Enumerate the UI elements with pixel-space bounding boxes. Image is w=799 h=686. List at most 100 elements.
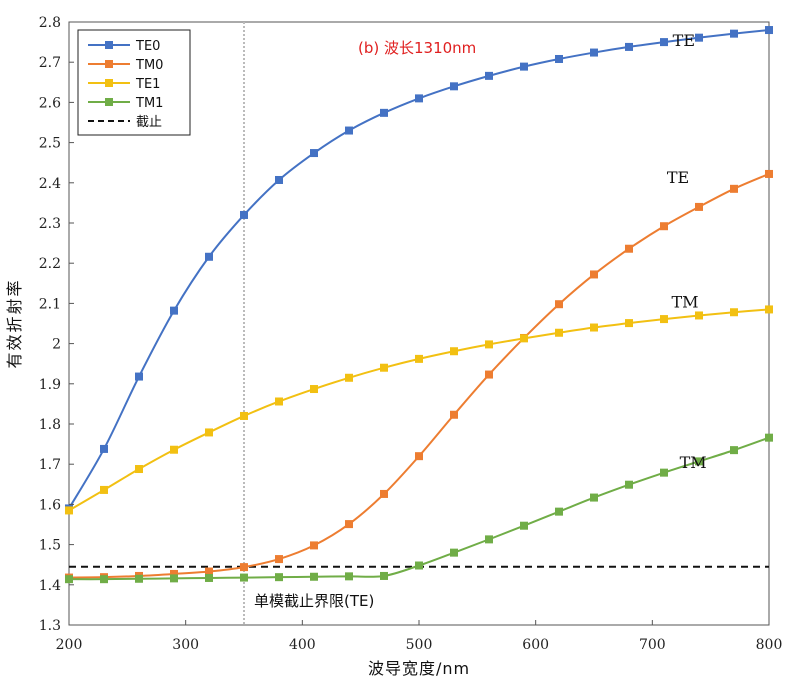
data-point-tm1 — [170, 574, 178, 583]
data-point-te1 — [240, 411, 248, 420]
data-point-tm1 — [65, 575, 73, 584]
legend-label: TE1 — [135, 77, 160, 92]
x-axis-label: 波导宽度/nm — [368, 659, 470, 678]
data-point-te0 — [450, 82, 458, 91]
data-point-te1 — [450, 347, 458, 356]
data-point-tm1 — [380, 571, 388, 580]
data-point-tm1 — [485, 535, 493, 544]
data-point-te0 — [415, 94, 423, 103]
data-point-tm0 — [730, 184, 738, 193]
legend-marker — [105, 98, 113, 106]
data-point-tm1 — [555, 507, 563, 516]
data-point-te1 — [205, 428, 213, 437]
y-tick-label: 2.1 — [39, 296, 61, 312]
single-mode-boundary-label: 单模截止界限(TE) — [254, 592, 374, 610]
y-tick-label: 1.3 — [39, 618, 61, 634]
data-point-tm0 — [205, 567, 213, 576]
data-point-tm0 — [590, 270, 598, 279]
chart-title: (b) 波长1310nm — [358, 39, 476, 57]
data-point-te1 — [275, 397, 283, 406]
data-point-tm1 — [590, 493, 598, 502]
y-axis-label: 有效折射率 — [5, 278, 24, 368]
x-tick-label: 500 — [406, 637, 433, 653]
data-point-te1 — [415, 354, 423, 363]
data-point-tm0 — [240, 563, 248, 572]
data-point-te1 — [310, 385, 318, 394]
data-point-tm1 — [205, 573, 213, 582]
data-point-tm0 — [660, 222, 668, 231]
legend-marker — [105, 79, 113, 87]
data-point-te0 — [135, 372, 143, 381]
data-point-tm0 — [345, 520, 353, 529]
data-point-te0 — [170, 306, 178, 315]
data-point-te0 — [380, 108, 388, 117]
data-point-te0 — [100, 444, 108, 453]
data-point-tm0 — [275, 555, 283, 564]
data-point-te1 — [765, 305, 773, 314]
data-point-te0 — [765, 26, 773, 35]
data-point-tm0 — [695, 202, 703, 211]
x-tick-label: 600 — [522, 637, 549, 653]
y-tick-label: 2.6 — [39, 95, 61, 111]
data-point-te1 — [695, 311, 703, 320]
legend-marker — [105, 60, 113, 68]
curve-annotation: TE — [667, 168, 689, 187]
data-point-tm0 — [625, 244, 633, 253]
data-point-tm1 — [275, 573, 283, 582]
data-point-tm1 — [695, 457, 703, 466]
curve-annotation: TM — [680, 453, 707, 472]
x-tick-label: 700 — [639, 637, 666, 653]
data-point-tm1 — [765, 433, 773, 442]
data-point-tm1 — [625, 480, 633, 489]
data-point-te0 — [345, 126, 353, 135]
data-point-tm0 — [765, 169, 773, 178]
y-tick-label: 2.3 — [39, 216, 61, 232]
data-point-tm0 — [415, 452, 423, 461]
data-point-tm0 — [170, 569, 178, 578]
data-point-tm1 — [135, 574, 143, 583]
data-point-te1 — [135, 465, 143, 474]
data-point-te1 — [380, 363, 388, 372]
y-tick-label: 2.5 — [39, 136, 61, 152]
data-point-tm1 — [100, 575, 108, 584]
legend-marker — [105, 41, 113, 49]
data-point-te1 — [625, 319, 633, 328]
y-tick-label: 1.5 — [39, 538, 61, 554]
data-point-tm0 — [310, 541, 318, 550]
data-point-te0 — [240, 210, 248, 219]
x-tick-label: 200 — [56, 637, 83, 653]
x-tick-label: 400 — [289, 637, 316, 653]
y-tick-label: 2 — [52, 337, 61, 353]
y-tick-label: 2.8 — [39, 15, 61, 31]
data-point-te1 — [65, 506, 73, 515]
data-point-te0 — [590, 48, 598, 57]
data-point-te0 — [660, 38, 668, 47]
y-tick-label: 1.4 — [39, 578, 61, 594]
data-point-te1 — [660, 315, 668, 324]
data-point-tm0 — [450, 410, 458, 419]
data-point-te0 — [205, 252, 213, 261]
data-point-tm0 — [380, 489, 388, 498]
y-tick-label: 1.9 — [39, 377, 61, 393]
data-point-tm1 — [310, 572, 318, 581]
x-tick-label: 300 — [172, 637, 199, 653]
data-point-te0 — [310, 149, 318, 158]
legend-label: 截止 — [136, 115, 162, 130]
data-point-te0 — [695, 33, 703, 42]
data-point-tm0 — [485, 370, 493, 379]
data-point-te0 — [730, 29, 738, 38]
x-tick-label: 800 — [756, 637, 783, 653]
data-point-tm1 — [345, 572, 353, 581]
data-point-te0 — [625, 42, 633, 51]
y-tick-label: 2.7 — [39, 55, 61, 71]
y-tick-label: 2.4 — [39, 176, 61, 192]
data-point-tm1 — [730, 446, 738, 455]
data-point-tm0 — [555, 300, 563, 309]
data-point-tm1 — [450, 548, 458, 557]
data-point-tm1 — [415, 561, 423, 570]
y-tick-label: 2.2 — [39, 256, 61, 272]
data-point-te1 — [590, 323, 598, 332]
curve-annotation: TE — [673, 31, 695, 50]
curve-annotation: TM — [671, 292, 698, 311]
